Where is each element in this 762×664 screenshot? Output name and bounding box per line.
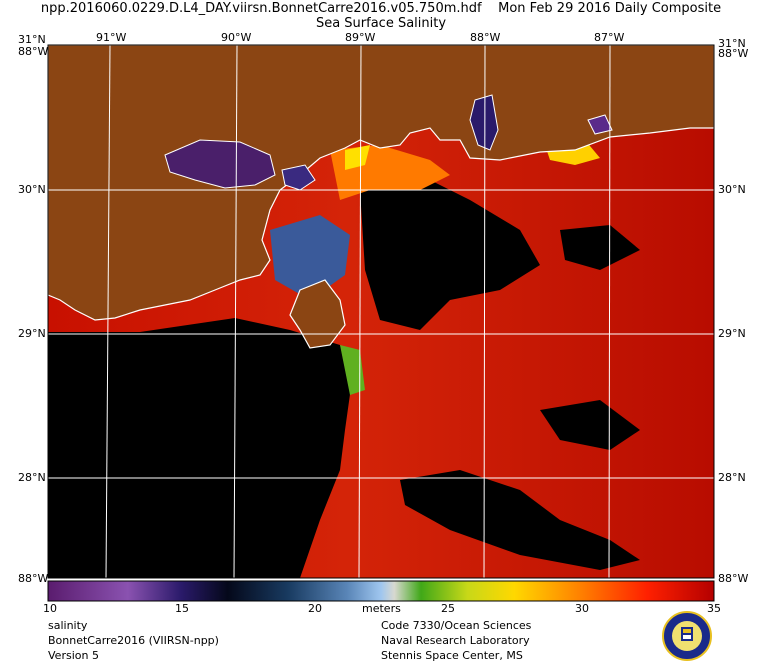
lon-label-91w: 91°W xyxy=(96,31,127,44)
corner-label-top-left: 88°W xyxy=(18,45,49,58)
footer-lab: Naval Research Laboratory xyxy=(381,634,530,647)
footer-version: Version 5 xyxy=(48,649,99,662)
lat-label-right-29n: 29°N xyxy=(718,327,746,340)
footer-variable: salinity xyxy=(48,619,88,632)
colorbar-tick-10: 10 xyxy=(43,602,57,615)
lat-label-left-31n: 31°N xyxy=(18,33,46,46)
colorbar xyxy=(47,580,715,602)
plume-yellow xyxy=(345,145,370,170)
lat-label-left-28n: 28°N xyxy=(18,471,46,484)
graticule xyxy=(48,45,714,578)
corner-label-top-right: 88°W xyxy=(718,47,749,60)
footer-location: Stennis Space Center, MS xyxy=(381,649,523,662)
map-frame xyxy=(47,44,715,579)
low-salinity-zone xyxy=(48,318,352,578)
plume-green xyxy=(340,345,365,395)
lake-pontchartrain xyxy=(164,139,276,189)
colorbar-tick-15: 15 xyxy=(175,602,189,615)
lat-label-right-31n: 31°N xyxy=(718,37,746,50)
low-salinity-patch xyxy=(560,225,640,270)
footer-dataset: BonnetCarre2016 (VIIRSN-npp) xyxy=(48,634,219,647)
lat-label-left-30n: 30°N xyxy=(18,183,46,196)
nrl-logo xyxy=(662,611,712,661)
colorbar-tick-35: 35 xyxy=(707,602,721,615)
colorbar-tick-20: 20 xyxy=(308,602,322,615)
lon-label-89w: 89°W xyxy=(345,31,376,44)
colorbar-tick-25: 25 xyxy=(441,602,455,615)
lat-label-right-30n: 30°N xyxy=(718,183,746,196)
map-title: npp.2016060.0229.D.L4_DAY.viirsn.BonnetC… xyxy=(40,1,722,16)
plume-fresh xyxy=(270,215,350,300)
lon-label-90w: 90°W xyxy=(221,31,252,44)
colorbar-tick-30: 30 xyxy=(575,602,589,615)
colorbar-units: meters xyxy=(362,602,401,615)
lon-label-87w: 87°W xyxy=(594,31,625,44)
low-salinity-patch xyxy=(400,470,640,570)
pensacola-bay xyxy=(587,114,613,135)
low-salinity-patch xyxy=(360,175,540,330)
corner-label-bottom-left: 88°W xyxy=(18,572,49,585)
mobile-bay xyxy=(469,94,499,151)
lat-label-left-29n: 29°N xyxy=(18,327,46,340)
lat-label-right-28n: 28°N xyxy=(718,471,746,484)
footer-code: Code 7330/Ocean Sciences xyxy=(381,619,532,632)
lon-label-88w: 88°W xyxy=(470,31,501,44)
corner-label-bottom-right: 88°W xyxy=(718,572,749,585)
mississippi-delta xyxy=(289,279,346,349)
land-area xyxy=(48,45,714,321)
low-salinity-patch xyxy=(540,400,640,450)
map-subtitle: Sea Surface Salinity xyxy=(315,16,447,31)
lake-borgne xyxy=(281,164,316,191)
